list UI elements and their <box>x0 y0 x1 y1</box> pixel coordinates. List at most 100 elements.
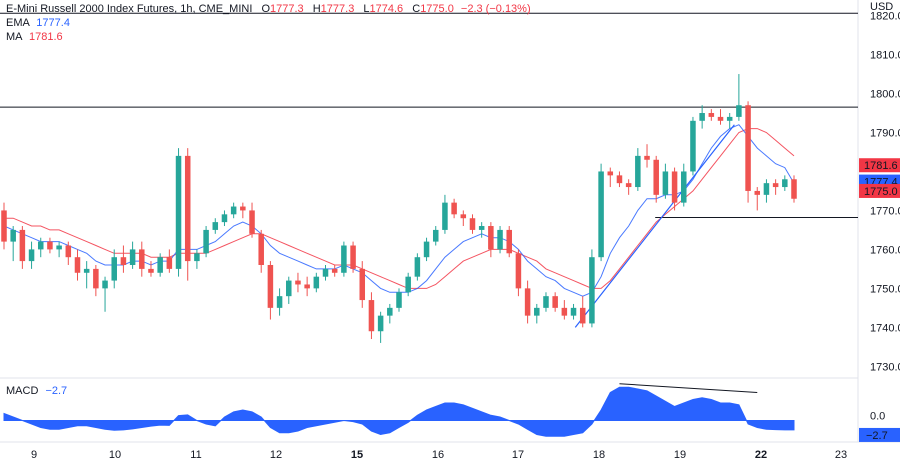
candle-body <box>772 183 779 188</box>
candle-body <box>396 292 402 308</box>
price-badge <box>859 158 900 173</box>
candle-body <box>782 179 788 188</box>
ma-value: 1781.6 <box>28 31 63 43</box>
high-value: 1777.3 <box>320 3 355 15</box>
candle-body <box>203 229 209 254</box>
candle-body <box>139 249 145 269</box>
candle-body <box>726 116 733 121</box>
candle-body <box>515 253 522 289</box>
price-badge-label: 1781.6 <box>864 160 898 172</box>
y-tick-label: 1770.0 <box>870 205 900 217</box>
candle-body <box>10 229 16 242</box>
y-tick-label: 1810.0 <box>870 50 900 62</box>
ma-label: MA <box>6 31 22 43</box>
y-tick-label: 1820.0 <box>870 11 900 23</box>
open-value: 1777.3 <box>270 3 304 15</box>
x-tick-label: 15 <box>351 449 363 461</box>
candle-body <box>598 171 604 258</box>
candle-body <box>607 171 614 176</box>
symbol-row: E-Mini Russell 2000 Index Futures, 1h, C… <box>6 2 531 16</box>
candle-body <box>184 155 191 262</box>
candle-body <box>37 241 44 250</box>
x-tick-label: 23 <box>835 449 847 461</box>
macd-legend[interactable]: MACD −2.7 <box>6 385 67 397</box>
candle-body <box>111 257 117 281</box>
candle-body <box>653 159 659 195</box>
candle-body <box>322 268 329 277</box>
close-label: C <box>412 3 421 15</box>
candle-body <box>47 241 53 250</box>
candle-body <box>166 257 173 269</box>
candle-body <box>478 226 485 230</box>
candle-body <box>368 300 375 332</box>
macd-area <box>3 386 795 437</box>
candle-body <box>451 202 457 215</box>
candle-body <box>745 105 751 191</box>
y-tick-label: 1760.0 <box>870 244 900 256</box>
candle-body <box>120 257 127 265</box>
candle-body <box>331 268 338 273</box>
x-tick-label: 22 <box>755 449 767 461</box>
candle-body <box>65 245 72 258</box>
x-tick-label: 11 <box>190 449 201 461</box>
y-tick-label: 1740.0 <box>870 322 900 334</box>
candle-body <box>460 214 467 219</box>
price-badge <box>859 183 900 198</box>
candle-body <box>442 202 448 230</box>
macd-zero-label: 0.0 <box>870 411 885 423</box>
ema-value: 1777.4 <box>36 17 70 29</box>
candle-body <box>552 296 558 308</box>
candle-body <box>129 249 136 265</box>
trend-line <box>574 124 735 328</box>
candle-body <box>561 307 568 316</box>
candle-body <box>377 315 384 332</box>
x-tick-label: 16 <box>432 449 444 461</box>
ema-row[interactable]: EMA 1777.4 <box>6 16 531 30</box>
symbol-title[interactable]: E-Mini Russell 2000 Index Futures, 1h, C… <box>6 3 253 15</box>
candle-body <box>625 183 632 188</box>
candle-body <box>662 171 669 195</box>
candle-body <box>350 245 356 269</box>
candle-body <box>644 155 650 160</box>
candle-body <box>690 120 696 172</box>
close-value: 1775.0 <box>420 3 454 15</box>
candle-body <box>405 276 411 293</box>
candle-body <box>681 171 687 203</box>
candle-body <box>276 296 283 308</box>
candle-body <box>175 155 182 269</box>
candle-body <box>763 183 770 195</box>
candle-body <box>423 241 430 258</box>
candle-body <box>635 155 641 188</box>
chart-legend: E-Mini Russell 2000 Index Futures, 1h, C… <box>6 2 531 44</box>
candle-body <box>736 105 742 117</box>
candle-body <box>589 257 595 324</box>
candle-body <box>570 307 577 316</box>
open-label: O <box>261 3 270 15</box>
candle-body <box>221 214 228 223</box>
candle-body <box>432 229 439 242</box>
x-tick-label: 10 <box>109 449 121 461</box>
ema-line <box>3 124 795 297</box>
candle-body <box>699 113 705 121</box>
candle-body <box>304 284 310 289</box>
candle-body <box>230 206 237 215</box>
low-label: L <box>363 3 370 15</box>
candle-body <box>194 253 200 262</box>
x-tick-label: 19 <box>674 449 686 461</box>
macd-value: −2.7 <box>45 385 68 397</box>
candle-body <box>249 210 255 234</box>
ma-row[interactable]: MA 1781.6 <box>6 30 531 44</box>
y-tick-label: 1790.0 <box>870 127 900 139</box>
candle-body <box>414 257 421 277</box>
x-tick-label: 17 <box>512 449 524 461</box>
candle-body <box>671 171 678 203</box>
candle-body <box>313 276 320 289</box>
candle-body <box>616 175 623 184</box>
candle-body <box>341 245 347 273</box>
x-tick-label: 9 <box>31 449 37 461</box>
candle-body <box>1 210 7 242</box>
candle-body <box>28 249 35 262</box>
candle-body <box>488 226 494 250</box>
candle-body <box>102 280 108 289</box>
